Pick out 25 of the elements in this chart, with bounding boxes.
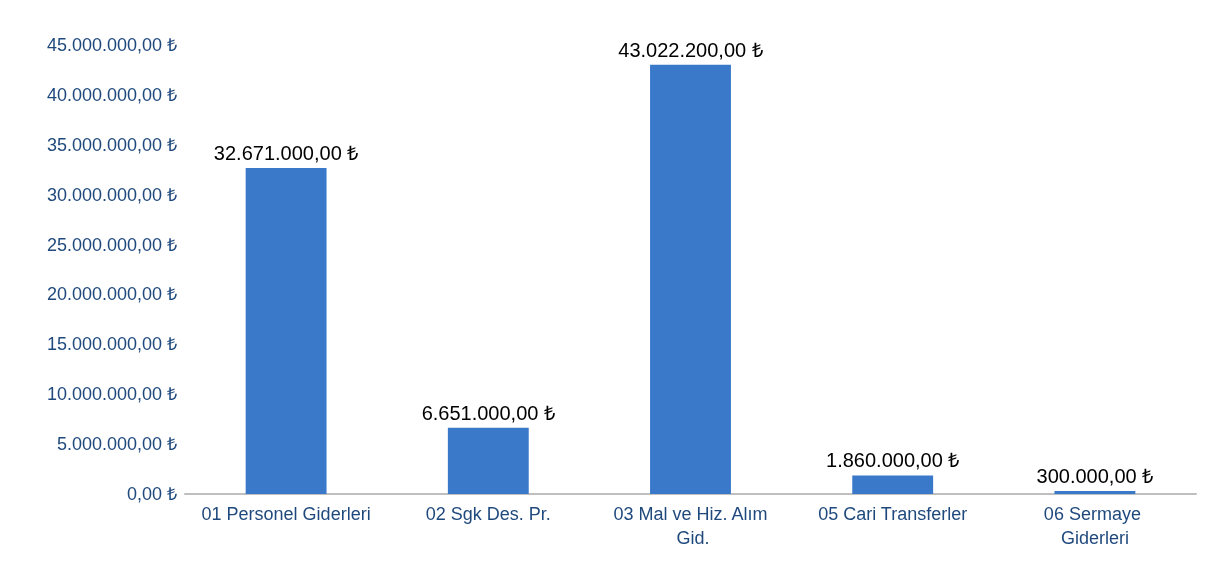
data-label: 1.860.000,00 ₺ [826,449,960,472]
x-tick-label: 01 Personel Giderleri [201,504,371,524]
y-tick-label: 15.000.000,00 ₺ [46,334,177,355]
bar [447,427,529,494]
y-tick-label: 30.000.000,00 ₺ [46,184,177,205]
y-tick-label: 10.000.000,00 ₺ [46,384,177,405]
data-label: 43.022.200,00 ₺ [618,38,763,61]
x-tick-label: 02 Sgk Des. Pr. [425,504,551,524]
bar [245,168,327,494]
y-tick-label: 5.000.000,00 ₺ [56,434,177,455]
y-tick-label: 40.000.000,00 ₺ [46,84,177,105]
x-tick-label: 06 Sermaye Giderleri [1043,504,1146,548]
x-tick-label: 05 Cari Transferler [818,504,968,524]
y-tick-label: 35.000.000,00 ₺ [46,134,177,155]
data-label: 32.671.000,00 ₺ [213,142,359,165]
x-tick-label: 03 Mal ve Hiz. Alım Gid. [613,504,768,548]
y-tick-label: 20.000.000,00 ₺ [46,284,177,305]
y-tick-label: 45.000.000,00 ₺ [46,35,177,55]
y-tick-label: 0,00 ₺ [126,484,177,504]
bar [1054,491,1136,494]
bar [650,64,731,494]
data-label: 6.651.000,00 ₺ [421,401,555,424]
bar [852,475,934,494]
y-tick-label: 25.000.000,00 ₺ [46,234,177,255]
data-label: 300.000,00 ₺ [1036,465,1154,488]
